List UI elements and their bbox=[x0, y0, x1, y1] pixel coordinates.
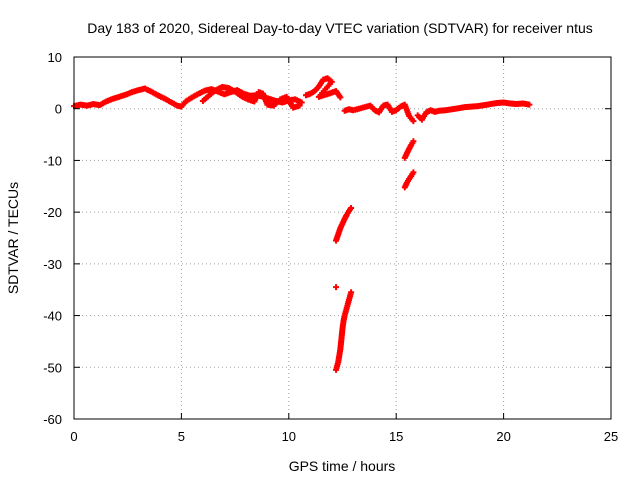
data-point bbox=[296, 102, 303, 109]
y-tick-label: -40 bbox=[43, 309, 62, 324]
series-baseline-late-cluster bbox=[302, 75, 344, 101]
series-baseline-early bbox=[71, 85, 305, 110]
series-baseline-late bbox=[414, 99, 533, 123]
series-depletion-3 bbox=[401, 138, 417, 191]
x-axis-label: GPS time / hours bbox=[289, 458, 396, 474]
series-mid-gap bbox=[341, 101, 417, 125]
data-point bbox=[410, 169, 417, 176]
y-tick-label: -50 bbox=[43, 360, 62, 375]
series-baseline-early-upper bbox=[199, 83, 303, 111]
data-point bbox=[337, 94, 344, 101]
x-tick-label: 5 bbox=[178, 429, 185, 444]
data-point bbox=[298, 99, 305, 106]
y-tick-label: 10 bbox=[48, 50, 62, 65]
y-tick-label: 0 bbox=[55, 102, 62, 117]
y-tick-label: -30 bbox=[43, 257, 62, 272]
data-point bbox=[348, 205, 355, 212]
x-tick-label: 0 bbox=[70, 429, 77, 444]
series-depletion-1 bbox=[333, 205, 355, 244]
axis-ticks: 0 5 10 15 20 25 10 0 -10 -20 -30 -40 -50 -60 bbox=[43, 50, 618, 444]
y-tick-label: -10 bbox=[43, 153, 62, 168]
x-tick-label: 25 bbox=[604, 429, 618, 444]
chart-title: Day 183 of 2020, Sidereal Day-to-day VTE… bbox=[87, 20, 593, 36]
data-point bbox=[526, 101, 533, 108]
x-tick-label: 15 bbox=[389, 429, 403, 444]
data-points bbox=[71, 75, 533, 373]
data-point bbox=[410, 138, 417, 145]
data-point bbox=[348, 289, 355, 296]
y-tick-label: -60 bbox=[43, 412, 62, 427]
data-point bbox=[410, 118, 417, 125]
data-point bbox=[333, 284, 340, 291]
x-tick-label: 20 bbox=[496, 429, 510, 444]
y-axis-label: SDTVAR / TECUs bbox=[5, 182, 21, 294]
series-depletion-2 bbox=[333, 284, 355, 373]
plot-frame bbox=[73, 56, 612, 420]
x-tick-label: 10 bbox=[282, 429, 296, 444]
y-tick-label: -20 bbox=[43, 205, 62, 220]
